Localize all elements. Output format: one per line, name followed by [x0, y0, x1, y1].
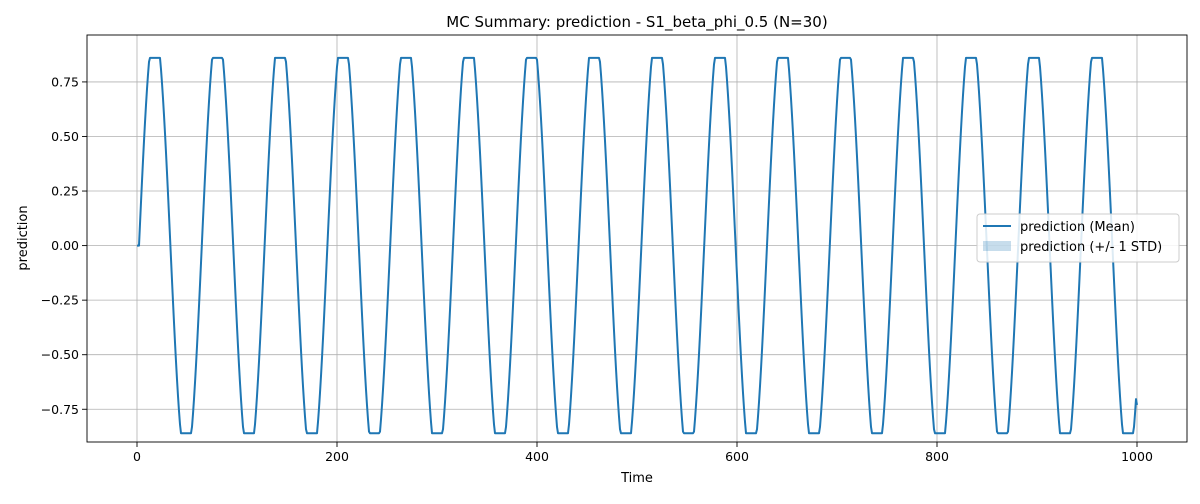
y-tick-label: 0.50 [51, 129, 79, 144]
y-tick-label: −0.25 [41, 293, 79, 308]
y-axis-label: prediction [16, 205, 31, 270]
legend: prediction (Mean) prediction (+/- 1 STD) [976, 213, 1180, 263]
x-tick-label: 400 [525, 449, 549, 464]
y-axis-ticks: −0.75 −0.50 −0.25 0.00 0.25 0.50 0.75 [41, 74, 87, 417]
legend-box [976, 213, 1180, 263]
x-tick-label: 0 [133, 449, 141, 464]
y-tick-label: 0.25 [51, 184, 79, 199]
legend-band-swatch [983, 241, 1011, 251]
y-tick-label: 0.75 [51, 74, 79, 89]
y-tick-label: 0.00 [51, 238, 79, 253]
y-tick-label: −0.75 [41, 402, 79, 417]
x-axis-label: Time [620, 471, 653, 486]
legend-entry-mean: prediction (Mean) [1020, 220, 1135, 235]
mean-series-line [137, 56, 1138, 435]
x-tick-label: 200 [325, 449, 349, 464]
y-tick-label: −0.50 [41, 347, 79, 362]
legend-entry-std: prediction (+/- 1 STD) [1020, 240, 1162, 255]
chart-title: MC Summary: prediction - S1_beta_phi_0.5… [446, 13, 827, 32]
plot-frame [86, 34, 1188, 443]
x-tick-label: 600 [725, 449, 749, 464]
x-axis-ticks: 0 200 400 600 800 1000 [133, 442, 1153, 464]
x-tick-label: 800 [925, 449, 949, 464]
series-line-layer [137, 56, 1138, 435]
x-tick-label: 1000 [1121, 449, 1153, 464]
